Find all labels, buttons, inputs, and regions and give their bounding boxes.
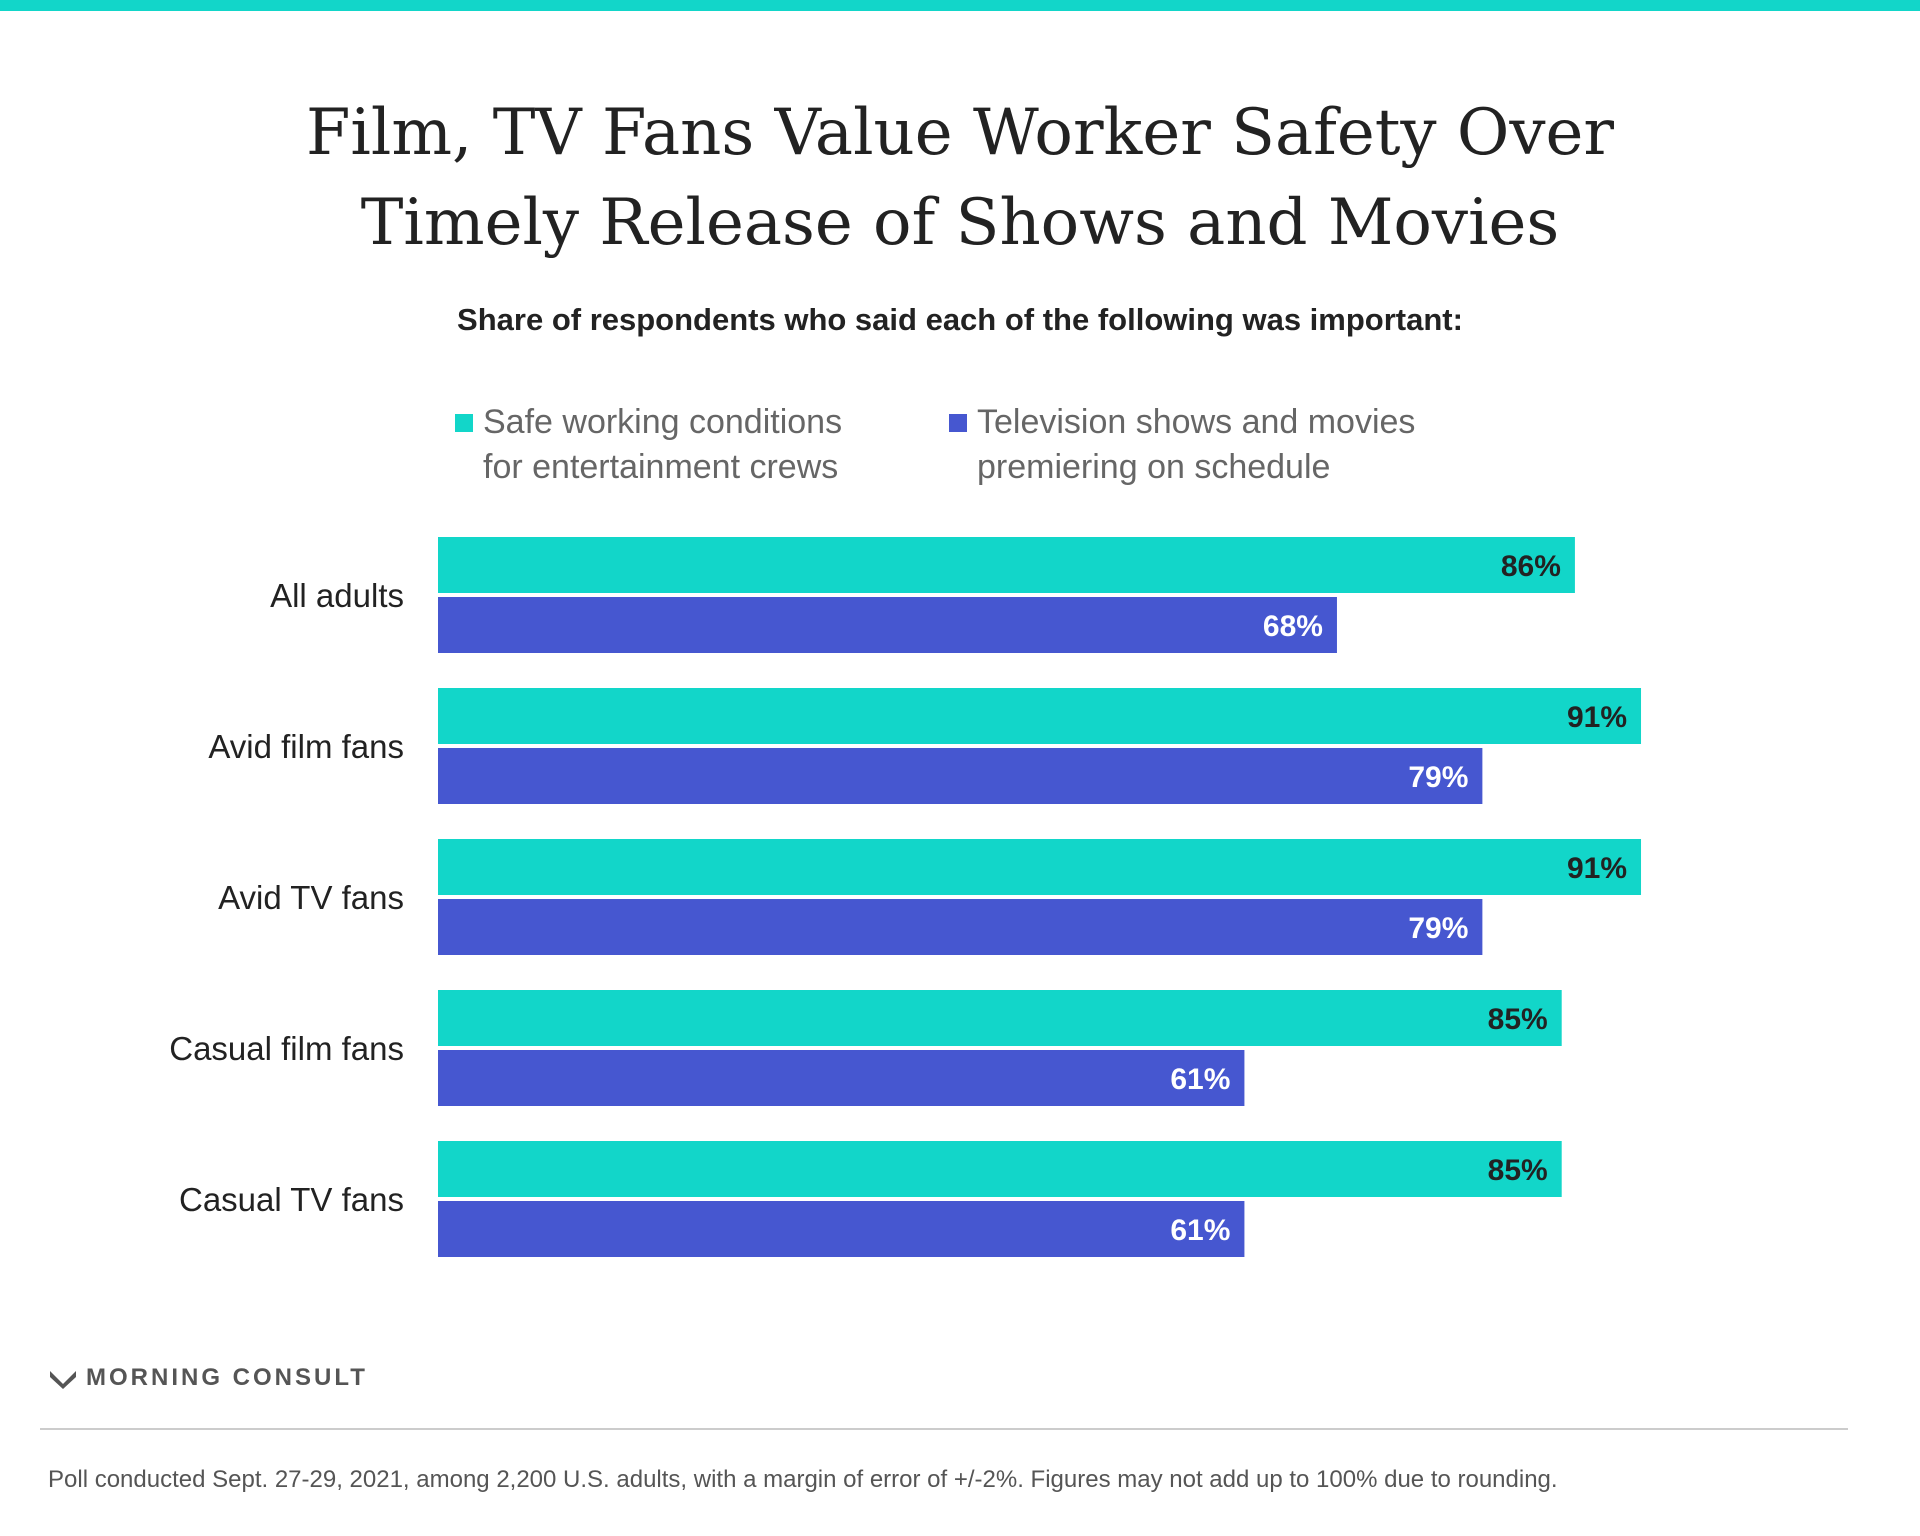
legend-item-safety: Safe working conditions for entertainmen…	[455, 400, 842, 490]
bar-safety-all-adults	[438, 537, 1575, 593]
bar-safety-casual-film-fans	[438, 990, 1562, 1046]
category-label-all-adults: All adults	[270, 577, 404, 614]
value-label-schedule-avid-tv-fans: 79%	[1408, 912, 1468, 945]
morning-consult-logo-icon	[50, 1371, 76, 1389]
category-label-avid-film-fans: Avid film fans	[208, 728, 404, 765]
bar-schedule-avid-film-fans	[438, 748, 1483, 804]
bar-schedule-avid-tv-fans	[438, 899, 1483, 955]
legend-swatch-safety	[455, 414, 473, 432]
legend-label-schedule-line-2: premiering on schedule	[977, 448, 1331, 486]
bar-schedule-casual-tv-fans	[438, 1201, 1245, 1257]
category-label-casual-tv-fans: Casual TV fans	[179, 1181, 404, 1218]
legend-label-safety-line-2: for entertainment crews	[483, 448, 839, 486]
value-label-safety-avid-tv-fans: 91%	[1567, 852, 1627, 885]
chart-title: Film, TV Fans Value Worker Safety Over T…	[0, 88, 1920, 268]
chart-title-line-2: Timely Release of Shows and Movies	[360, 186, 1560, 260]
legend-label-schedule-line-1: Television shows and movies	[977, 403, 1416, 441]
bar-safety-casual-tv-fans	[438, 1141, 1562, 1197]
legend-swatch-schedule	[949, 414, 967, 432]
brand: MORNING CONSULT	[48, 1364, 368, 1392]
value-label-safety-casual-tv-fans: 85%	[1488, 1154, 1548, 1187]
value-label-schedule-casual-film-fans: 61%	[1170, 1063, 1230, 1096]
bar-safety-avid-tv-fans	[438, 839, 1642, 895]
chart-title-line-1: Film, TV Fans Value Worker Safety Over	[305, 96, 1615, 170]
bar-chart: All adults 86% 68% Avid film fans 91% 79% Avid…	[169, 537, 1642, 1257]
value-label-schedule-casual-tv-fans: 61%	[1170, 1214, 1230, 1247]
legend-label-schedule: Television shows and movies premiering o…	[977, 400, 1415, 490]
value-label-safety-avid-film-fans: 91%	[1567, 701, 1627, 734]
value-label-schedule-all-adults: 68%	[1263, 610, 1323, 643]
bar-safety-avid-film-fans	[438, 688, 1642, 744]
top-accent-bar	[0, 0, 1920, 11]
category-label-casual-film-fans: Casual film fans	[169, 1030, 404, 1067]
bar-schedule-all-adults	[438, 597, 1337, 653]
brand-name: MORNING CONSULT	[86, 1364, 368, 1391]
legend-label-safety: Safe working conditions for entertainmen…	[483, 400, 842, 490]
chart-subtitle: Share of respondents who said each of th…	[457, 302, 1463, 337]
value-label-safety-casual-film-fans: 85%	[1488, 1003, 1548, 1036]
value-label-safety-all-adults: 86%	[1501, 550, 1561, 583]
legend-label-safety-line-1: Safe working conditions	[483, 403, 843, 441]
footnote: Poll conducted Sept. 27-29, 2021, among …	[48, 1466, 1558, 1493]
legend-item-schedule: Television shows and movies premiering o…	[949, 400, 1415, 490]
category-label-avid-tv-fans: Avid TV fans	[218, 879, 404, 916]
value-label-schedule-avid-film-fans: 79%	[1408, 761, 1468, 794]
bar-schedule-casual-film-fans	[438, 1050, 1245, 1106]
footer-divider	[40, 1428, 1848, 1430]
